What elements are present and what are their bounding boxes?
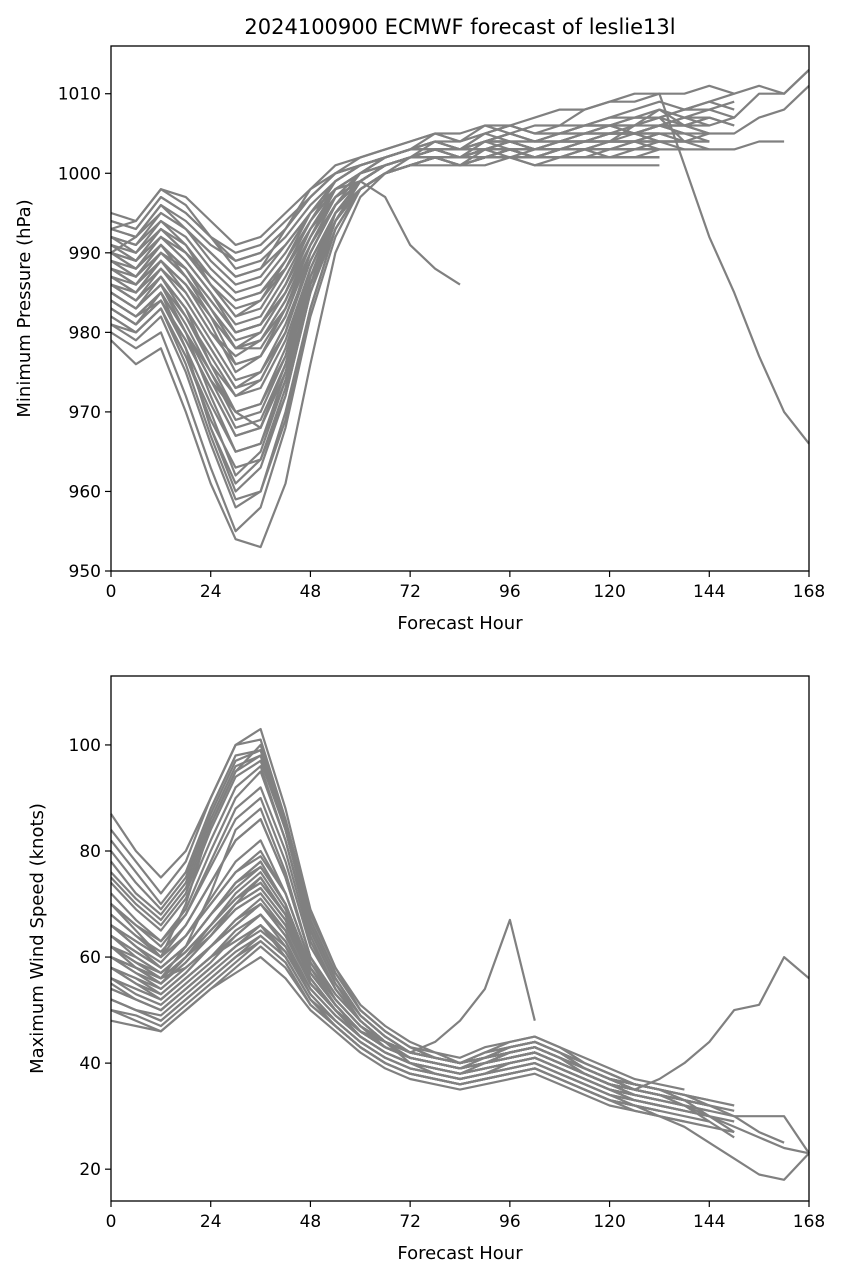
wind-series-line-21 <box>110 956 685 1123</box>
wind-series-line-46 <box>110 902 660 1102</box>
pressure-y-ticks: 950 960 970 980 990 1000 1010 <box>58 85 111 582</box>
pressure-series-line-48 <box>110 148 660 334</box>
pressure-x-tick-label: 0 <box>106 582 117 602</box>
pressure-x-tick-label: 144 <box>693 582 725 602</box>
wind-series-line-43 <box>110 940 660 1112</box>
pressure-x-axis-label: Forecast Hour <box>397 613 523 634</box>
pressure-series-line-50 <box>110 180 461 286</box>
wind-y-tick-label: 100 <box>69 736 101 756</box>
pressure-series-line-12 <box>110 124 710 549</box>
wind-series-line-38 <box>110 924 660 1107</box>
wind-series-line-49 <box>110 902 536 1054</box>
pressure-y-tick-label: 950 <box>69 562 101 582</box>
pressure-series-line-14 <box>110 116 710 453</box>
pressure-series-line-42 <box>110 140 660 262</box>
wind-x-tick-label: 24 <box>200 1212 222 1232</box>
pressure-y-axis-label: Minimum Pressure (hPa) <box>14 199 35 417</box>
wind-x-tick-label: 120 <box>593 1212 625 1232</box>
wind-y-tick-label: 20 <box>79 1160 101 1180</box>
pressure-y-tick-label: 960 <box>69 482 101 502</box>
chart-title: 2024100900 ECMWF forecast of leslie13l <box>244 15 675 39</box>
pressure-x-tick-label: 24 <box>200 582 222 602</box>
wind-y-tick-label: 60 <box>79 948 101 968</box>
wind-series-line-18 <box>110 759 710 1107</box>
pressure-axes-frame <box>110 45 810 572</box>
pressure-series-line-21 <box>110 124 685 270</box>
wind-x-axis-label: Forecast Hour <box>397 1243 523 1264</box>
wind-x-tick-label: 72 <box>399 1212 421 1232</box>
wind-x-tick-label: 0 <box>106 1212 117 1232</box>
pressure-x-ticks: 0 24 48 72 96 120 144 168 <box>106 571 825 602</box>
wind-panel: 0 24 48 72 96 120 144 168 20 40 60 80 100 Forecast … <box>27 675 825 1264</box>
wind-x-tick-label: 96 <box>499 1212 521 1232</box>
pressure-y-tick-label: 1000 <box>58 164 101 184</box>
wind-axes-frame <box>110 675 810 1202</box>
pressure-x-tick-label: 120 <box>593 582 625 602</box>
wind-series-line-48 <box>110 881 660 1096</box>
wind-x-tick-label: 48 <box>300 1212 322 1232</box>
wind-y-ticks: 20 40 60 80 100 <box>69 736 111 1180</box>
wind-series-line-34 <box>110 765 660 1096</box>
pressure-series-line-49 <box>110 156 660 437</box>
pressure-x-tick-label: 96 <box>499 582 521 602</box>
pressure-y-tick-label: 970 <box>69 403 101 423</box>
pressure-x-tick-label: 168 <box>793 582 825 602</box>
pressure-series-line-45 <box>110 148 660 294</box>
wind-x-tick-label: 144 <box>693 1212 725 1232</box>
wind-y-tick-label: 80 <box>79 842 101 862</box>
wind-series-line-22 <box>110 749 685 1096</box>
wind-series-line-23 <box>110 727 685 1091</box>
wind-x-ticks: 0 24 48 72 96 120 144 168 <box>106 1201 825 1232</box>
pressure-x-tick-label: 72 <box>399 582 421 602</box>
pressure-x-tick-label: 48 <box>300 582 322 602</box>
pressure-y-tick-label: 1010 <box>58 85 101 105</box>
pressure-series-line-2 <box>110 69 810 278</box>
wind-x-tick-label: 168 <box>793 1212 825 1232</box>
pressure-y-tick-label: 990 <box>69 244 101 264</box>
wind-y-tick-label: 40 <box>79 1054 101 1074</box>
wind-y-axis-label: Maximum Wind Speed (knots) <box>27 803 48 1074</box>
pressure-y-tick-label: 980 <box>69 323 101 343</box>
pressure-panel: 2024100900 ECMWF forecast of leslie13l 0… <box>14 15 825 634</box>
wind-series-group <box>110 727 810 1181</box>
pressure-series-group <box>110 69 810 549</box>
